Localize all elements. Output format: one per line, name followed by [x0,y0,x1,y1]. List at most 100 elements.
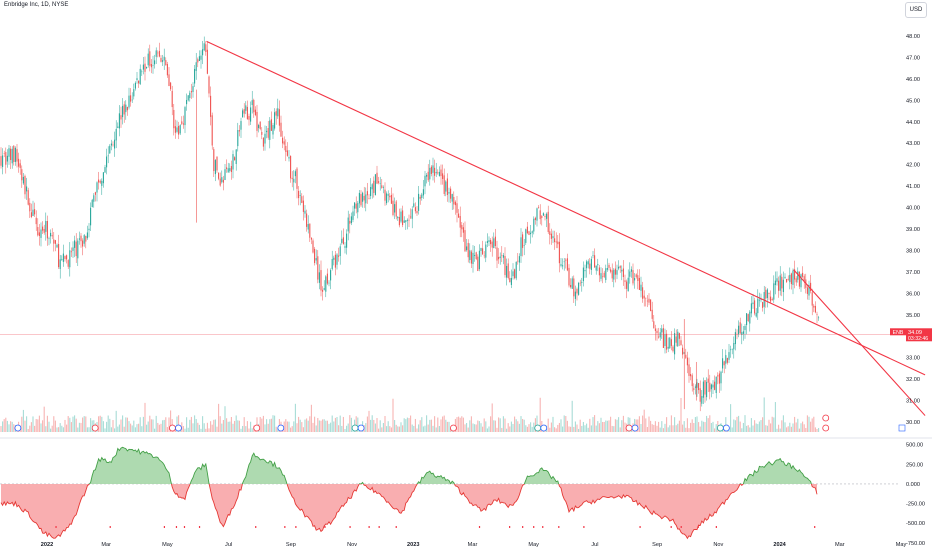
candle-body [458,213,460,218]
candle-body [67,260,69,267]
event-marker [450,424,457,432]
candle-body [781,276,783,289]
volume-bar [418,424,420,432]
candle-body [443,175,445,194]
candle-body [803,276,805,282]
candle-body [806,287,808,294]
candle-body [634,278,636,281]
candle-body [704,380,706,395]
volume-bar [366,416,368,432]
candle-body [110,143,112,146]
candle-body [794,269,796,280]
volume-bar [658,421,660,432]
volume-bar [480,423,482,432]
volume-bar [627,417,629,432]
candle-body [789,274,791,283]
volume-bar [301,422,303,432]
volume-bar [475,424,477,432]
time-axis[interactable]: 2022 Mar May Jul Sep Nov 2023 Mar May Jul Sep Nov 20… [41,542,907,548]
volume-bar [120,419,122,432]
candle-body [363,195,365,201]
volume-bar [62,427,64,432]
candle-body [666,333,668,350]
volume-bar [325,420,327,432]
candle-body [82,240,84,247]
currency-button[interactable]: USD [905,2,927,18]
candle-body [291,177,293,180]
volume-bar [549,427,551,432]
candle-body [2,155,4,168]
volume-bar [666,417,668,432]
candle-body [594,255,596,268]
candle-body [342,237,344,245]
volume-bar [139,417,141,432]
candle-body [536,208,538,221]
candle-body [126,106,128,111]
volume-bar [768,419,770,432]
candle-body [264,133,266,144]
candle-body [723,361,725,366]
signal-mark [295,526,297,528]
volume-bar [653,424,655,432]
volume-bar [190,416,192,432]
candle-body [610,269,612,272]
candle-body [106,156,108,168]
volume-bar [216,426,218,432]
volume-bar [690,422,692,432]
price-tick-label: 33.00 [906,356,920,362]
candle-body [24,175,26,195]
volume-bar [123,426,125,432]
candle-body [200,55,202,60]
volume-bar [568,426,570,432]
time-tick-label: May [528,542,539,548]
candle-body [670,339,672,346]
oscillator-axis[interactable]: 500.00 250.00 0.000 -250.00 -500.00 -750.00 [906,443,925,547]
volume-bar [766,425,768,432]
volume-bar [267,423,269,432]
volume-bar [579,419,581,432]
trendlines[interactable] [206,40,926,416]
candle-body [482,248,484,255]
event-marker [625,424,633,432]
candle-body [349,220,351,224]
candle-body [648,298,650,303]
candle-body [384,189,386,201]
candle-body [403,220,405,223]
time-tick-label: Mar [835,542,845,548]
candle-body [651,309,653,319]
candle-body [506,265,508,278]
candle-body [549,231,551,235]
candle-body [317,256,319,280]
candle-body [80,235,82,242]
candle-body [11,148,13,164]
candle-body [757,298,759,314]
candle-body [818,317,820,319]
price-tag-countdown: 03:32:46 [908,336,928,342]
volume-bar [344,428,346,432]
volume-bar [157,422,159,432]
candle-body [432,165,434,173]
volume-bar [597,421,599,432]
candle-body [522,234,524,248]
candle-body [622,268,624,277]
candle-body [510,277,512,285]
volume-bar [709,415,711,432]
candle-body [360,194,362,206]
volume-bar [331,415,333,432]
volume-bar [491,403,493,432]
event-markers[interactable] [14,414,906,432]
volume-bar [42,420,44,432]
candle-body [558,241,560,264]
candle-body [566,258,568,271]
candle-body [378,181,380,183]
candle-body [197,59,199,63]
candle-body [262,137,264,147]
volume-bar [170,410,172,432]
candle-body [669,337,671,349]
candle-body [40,229,42,238]
volume-bar [117,426,119,432]
volume-bar [619,427,621,432]
volume-bar [539,397,541,432]
